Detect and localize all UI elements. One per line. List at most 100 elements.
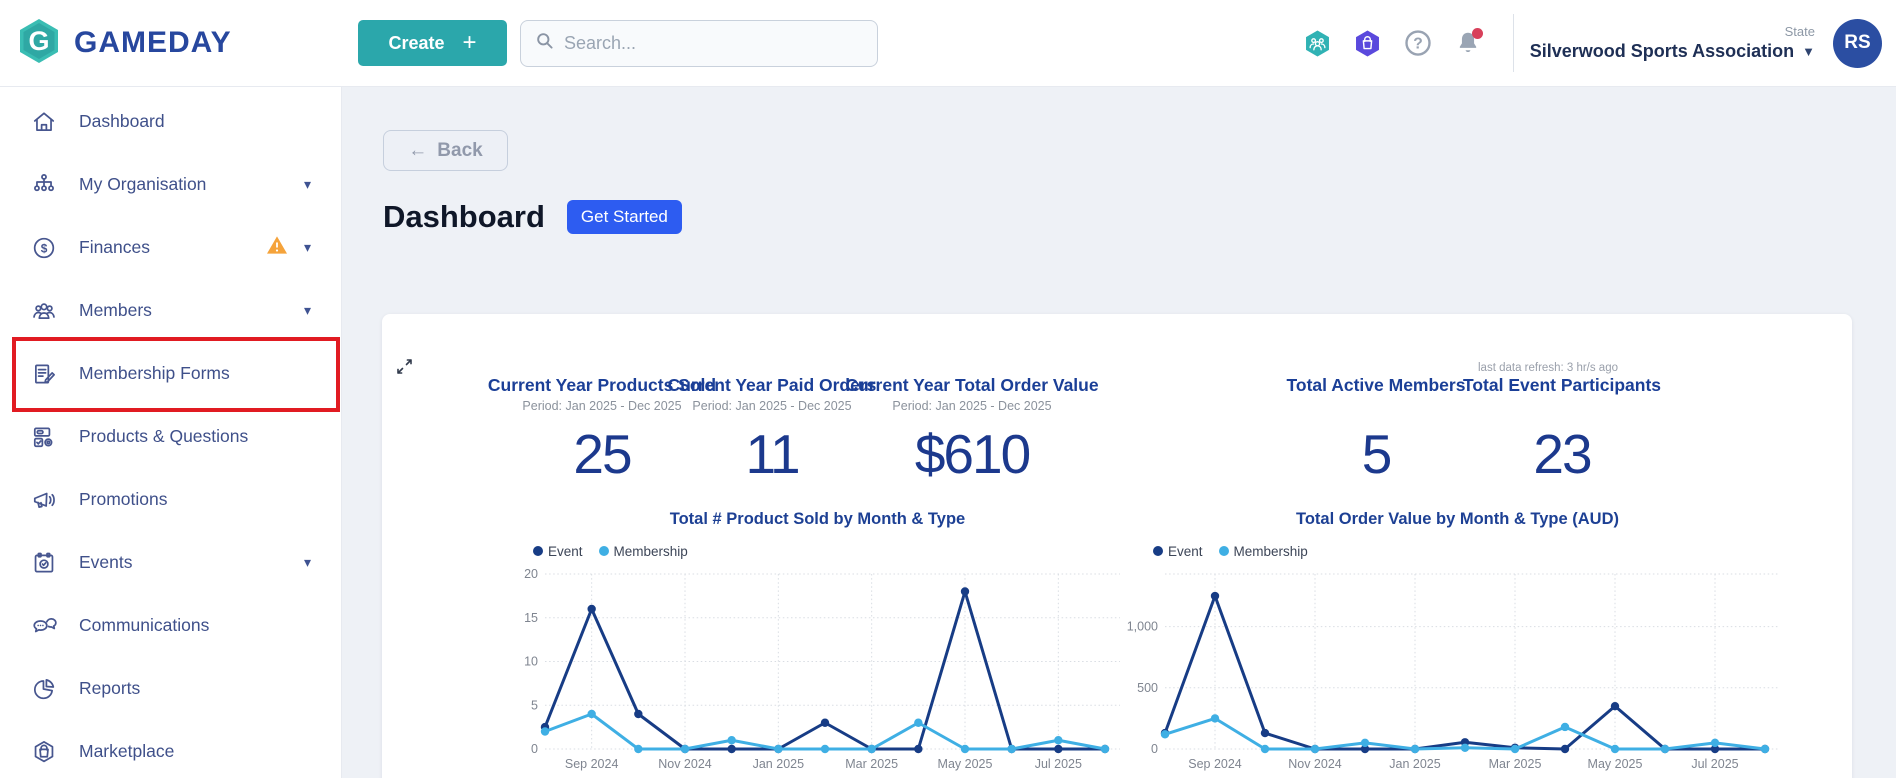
products-questions-icon (30, 423, 57, 450)
svg-text:May 2025: May 2025 (1588, 757, 1643, 771)
svg-text:May 2025: May 2025 (938, 757, 993, 771)
svg-text:Jul 2025: Jul 2025 (1035, 757, 1082, 771)
sidebar: Dashboard My Organisation ▾ $ (0, 87, 342, 778)
sidebar-item-events[interactable]: Events ▾ (0, 531, 341, 594)
chevron-down-icon[interactable]: ▾ (303, 176, 311, 192)
last-data-refresh: last data refresh: 3 hr/s ago (1478, 362, 1618, 374)
org-context-label: State (1784, 24, 1815, 39)
legend-item-membership[interactable]: Membership (598, 544, 688, 559)
svg-text:Nov 2024: Nov 2024 (658, 757, 712, 771)
chevron-down-icon: ▼ (1802, 44, 1815, 59)
back-arrow-icon: ← (408, 139, 428, 161)
svg-text:$: $ (40, 241, 47, 255)
organisation-icon (30, 171, 57, 198)
members-icon (30, 297, 57, 324)
sidebar-item-my-organisation[interactable]: My Organisation ▾ (0, 153, 341, 216)
sidebar-item-reports[interactable]: Reports (0, 657, 341, 720)
marketplace-hexagon-icon[interactable] (1353, 28, 1383, 58)
get-started-button[interactable]: Get Started (566, 200, 682, 234)
global-search[interactable] (520, 19, 878, 67)
chevron-down-icon[interactable]: ▾ (303, 302, 311, 318)
events-icon (30, 549, 57, 576)
sidebar-item-products-questions[interactable]: Products & Questions (0, 405, 341, 468)
sidebar-item-finances[interactable]: $ Finances ▾ (0, 216, 341, 279)
warning-icon (266, 235, 288, 260)
sidebar-item-communications[interactable]: Communications (0, 594, 341, 657)
kpi-paid-orders: Current Year Paid Orders Period: Jan 202… (667, 375, 877, 485)
legend-item-event[interactable]: Event (1153, 544, 1203, 559)
svg-text:Jan 2025: Jan 2025 (753, 757, 804, 771)
svg-text:20: 20 (524, 567, 538, 581)
product-sold-line-chart[interactable]: 0 5 10 15 20 Sep 2024 Nov 2024 Jan 2025 Mar 2025… (505, 565, 1130, 778)
kpi-products-sold: Current Year Products Sold Period: Jan 2… (487, 375, 717, 485)
legend-dot-icon (598, 546, 609, 556)
user-avatar[interactable]: RS (1833, 18, 1882, 68)
dashboard-report-card: last data refresh: 3 hr/s ago Current Ye… (382, 314, 1852, 778)
finances-icon: $ (30, 234, 57, 261)
order-value-line-chart[interactable]: 0 500 1,000 Sep 2024 Nov 2024 Jan 2025 Mar 202… (1125, 565, 1790, 778)
reports-icon (30, 675, 57, 702)
community-hexagon-icon[interactable] (1303, 28, 1333, 58)
chart-order-value-by-month: Total Order Value by Month & Type (AUD) … (1125, 510, 1790, 778)
chart-legend: Event Membership (1125, 537, 1790, 565)
svg-text:0: 0 (531, 742, 538, 756)
kpi-event-participants: Total Event Participants 23 (1462, 375, 1662, 485)
sidebar-item-membership-forms[interactable]: Membership Forms (0, 342, 341, 405)
search-icon (535, 31, 554, 55)
chart-product-sold-by-month: Total # Product Sold by Month & Type Eve… (505, 510, 1130, 778)
svg-text:Sep 2024: Sep 2024 (1188, 757, 1242, 771)
home-icon (30, 108, 57, 135)
sidebar-item-members[interactable]: Members ▾ (0, 279, 341, 342)
sidebar-item-dashboard[interactable]: Dashboard (0, 90, 341, 153)
svg-text:?: ? (1413, 35, 1423, 52)
svg-text:10: 10 (524, 655, 538, 669)
legend-dot-icon (1218, 546, 1229, 556)
sidebar-item-promotions[interactable]: Promotions (0, 468, 341, 531)
notification-dot (1471, 28, 1483, 39)
sidebar-item-marketplace[interactable]: Marketplace (0, 720, 341, 778)
svg-text:Mar 2025: Mar 2025 (845, 757, 898, 771)
svg-text:Mar 2025: Mar 2025 (1489, 757, 1542, 771)
expand-fullscreen-icon[interactable] (394, 358, 414, 378)
legend-dot-icon (533, 546, 543, 556)
org-name: Silverwood Sports Association (1529, 41, 1795, 61)
back-button[interactable]: ← Back (383, 130, 508, 171)
membership-form-icon (30, 360, 57, 387)
org-switcher[interactable]: State Silverwood Sports Association ▼ (1530, 24, 1815, 62)
kpi-active-members: Total Active Members 5 (1286, 375, 1466, 485)
legend-item-membership[interactable]: Membership (1218, 544, 1308, 559)
gameday-hexagon-logo-icon: G (16, 17, 62, 70)
svg-text:Jan 2025: Jan 2025 (1389, 757, 1440, 771)
svg-text:15: 15 (524, 611, 538, 625)
svg-text:1,000: 1,000 (1127, 620, 1158, 634)
kpi-total-order-value: Current Year Total Order Value Period: J… (845, 375, 1099, 485)
page-title: Dashboard (383, 199, 545, 234)
communications-icon (30, 612, 57, 639)
logo-wordmark: GAMEDAY (74, 26, 232, 59)
svg-text:Jul 2025: Jul 2025 (1691, 757, 1738, 771)
gameday-logo[interactable]: G GAMEDAY (0, 17, 342, 70)
plus-icon: + (462, 29, 477, 56)
svg-text:Nov 2024: Nov 2024 (1288, 757, 1342, 771)
search-input[interactable] (564, 32, 863, 54)
legend-item-event[interactable]: Event (533, 544, 583, 559)
svg-text:0: 0 (1151, 742, 1158, 756)
promotions-icon (30, 486, 57, 513)
notifications-bell-icon[interactable] (1453, 28, 1483, 58)
svg-text:500: 500 (1137, 681, 1158, 695)
chevron-down-icon[interactable]: ▾ (303, 554, 311, 570)
create-button[interactable]: Create + (358, 20, 507, 66)
chart-legend: Event Membership (505, 537, 1130, 565)
topbar-divider (1512, 14, 1514, 72)
svg-text:Sep 2024: Sep 2024 (565, 757, 619, 771)
legend-dot-icon (1153, 546, 1163, 556)
help-icon[interactable]: ? (1403, 28, 1433, 58)
svg-text:5: 5 (531, 698, 538, 712)
topbar: G GAMEDAY Create + (0, 0, 1896, 87)
marketplace-icon (30, 738, 57, 765)
chevron-down-icon[interactable]: ▾ (303, 239, 311, 255)
topbar-icon-group: ? (1303, 28, 1483, 58)
main-content: ← Back Dashboard Get Started last data r… (342, 87, 1896, 778)
svg-text:G: G (28, 26, 49, 56)
